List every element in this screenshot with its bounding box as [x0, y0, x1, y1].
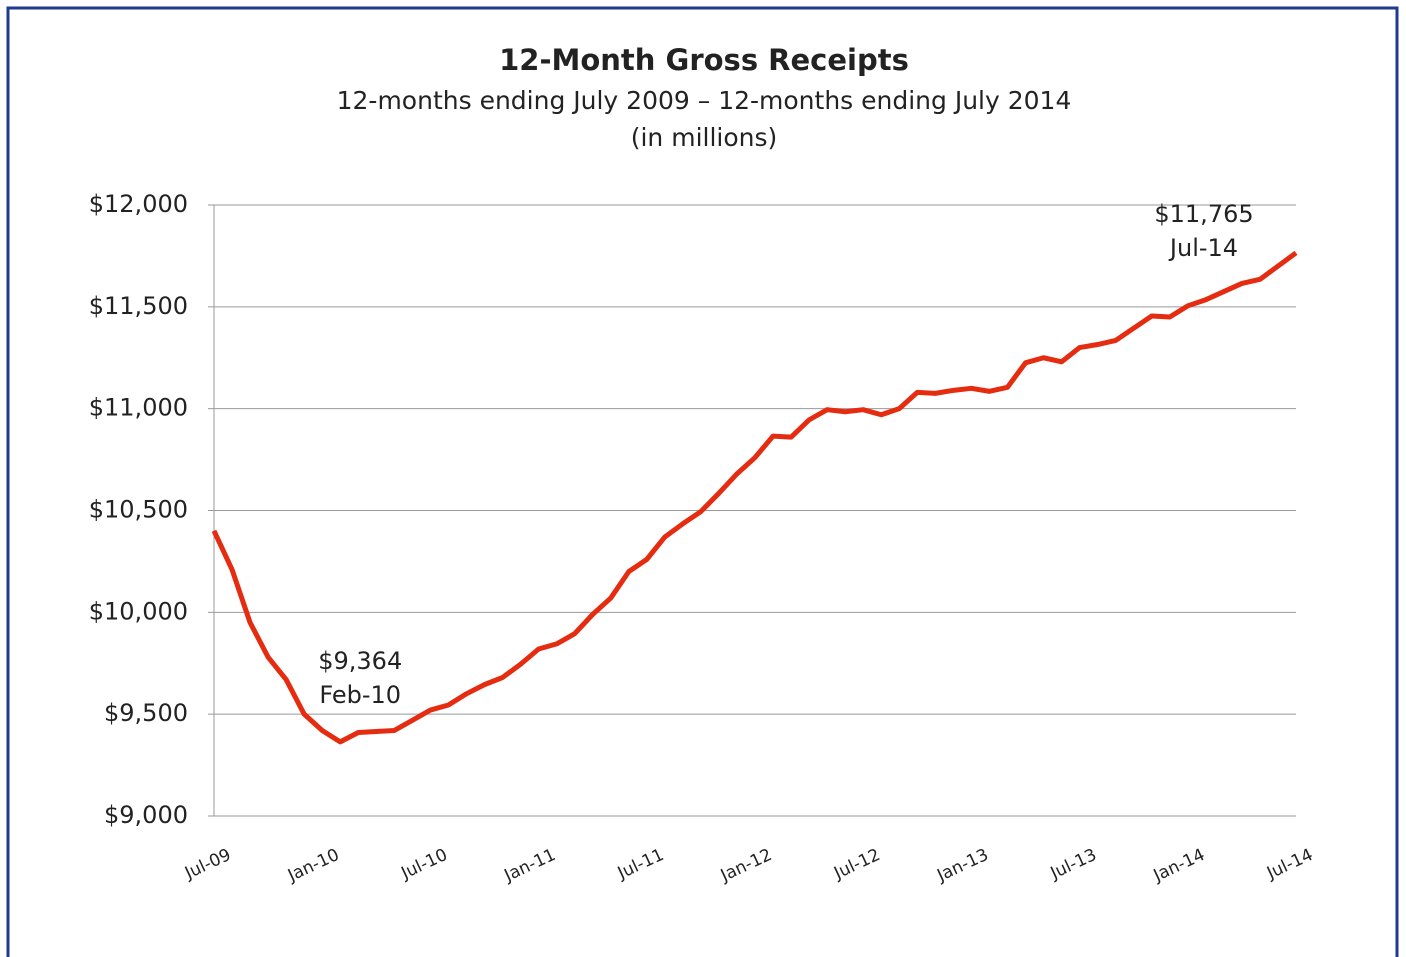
y-tick-label: $10,500 — [89, 496, 188, 524]
frame — [6, 6, 1399, 957]
x-tick-label: Jul-13 — [1047, 845, 1100, 884]
chart-subtitle: 12-months ending July 2009 – 12-months e… — [337, 86, 1072, 115]
x-tick-label: Jul-14 — [1263, 845, 1316, 884]
y-tick-label: $11,500 — [89, 292, 188, 320]
x-tick-label: Jul-09 — [181, 845, 234, 884]
y-tick-label: $11,000 — [89, 394, 188, 422]
x-tick-label: Jul-10 — [398, 845, 451, 884]
x-tick-label: Jan-14 — [1150, 845, 1208, 886]
y-tick-label: $12,000 — [89, 190, 188, 218]
x-tick-label: Jan-12 — [717, 845, 775, 886]
annotation-value: $11,765 — [1154, 200, 1253, 228]
annotation-value: $9,364 — [318, 647, 402, 675]
x-tick-label: Jan-13 — [933, 845, 991, 886]
x-tick-label: Jul-12 — [830, 845, 883, 884]
x-tick-label: Jan-10 — [284, 845, 342, 886]
annotation-date: Jul-14 — [1168, 234, 1238, 262]
x-tick-label: Jul-11 — [614, 845, 667, 884]
y-tick-label: $9,500 — [104, 699, 188, 727]
chart-subtitle: (in millions) — [631, 123, 778, 152]
y-tick-label: $10,000 — [89, 597, 188, 625]
x-tick-label: Jan-11 — [501, 845, 559, 886]
data-line — [211, 250, 1298, 745]
y-tick-label: $9,000 — [104, 801, 188, 829]
annotation-date: Feb-10 — [319, 681, 401, 709]
chart-title: 12-Month Gross Receipts — [499, 43, 909, 77]
